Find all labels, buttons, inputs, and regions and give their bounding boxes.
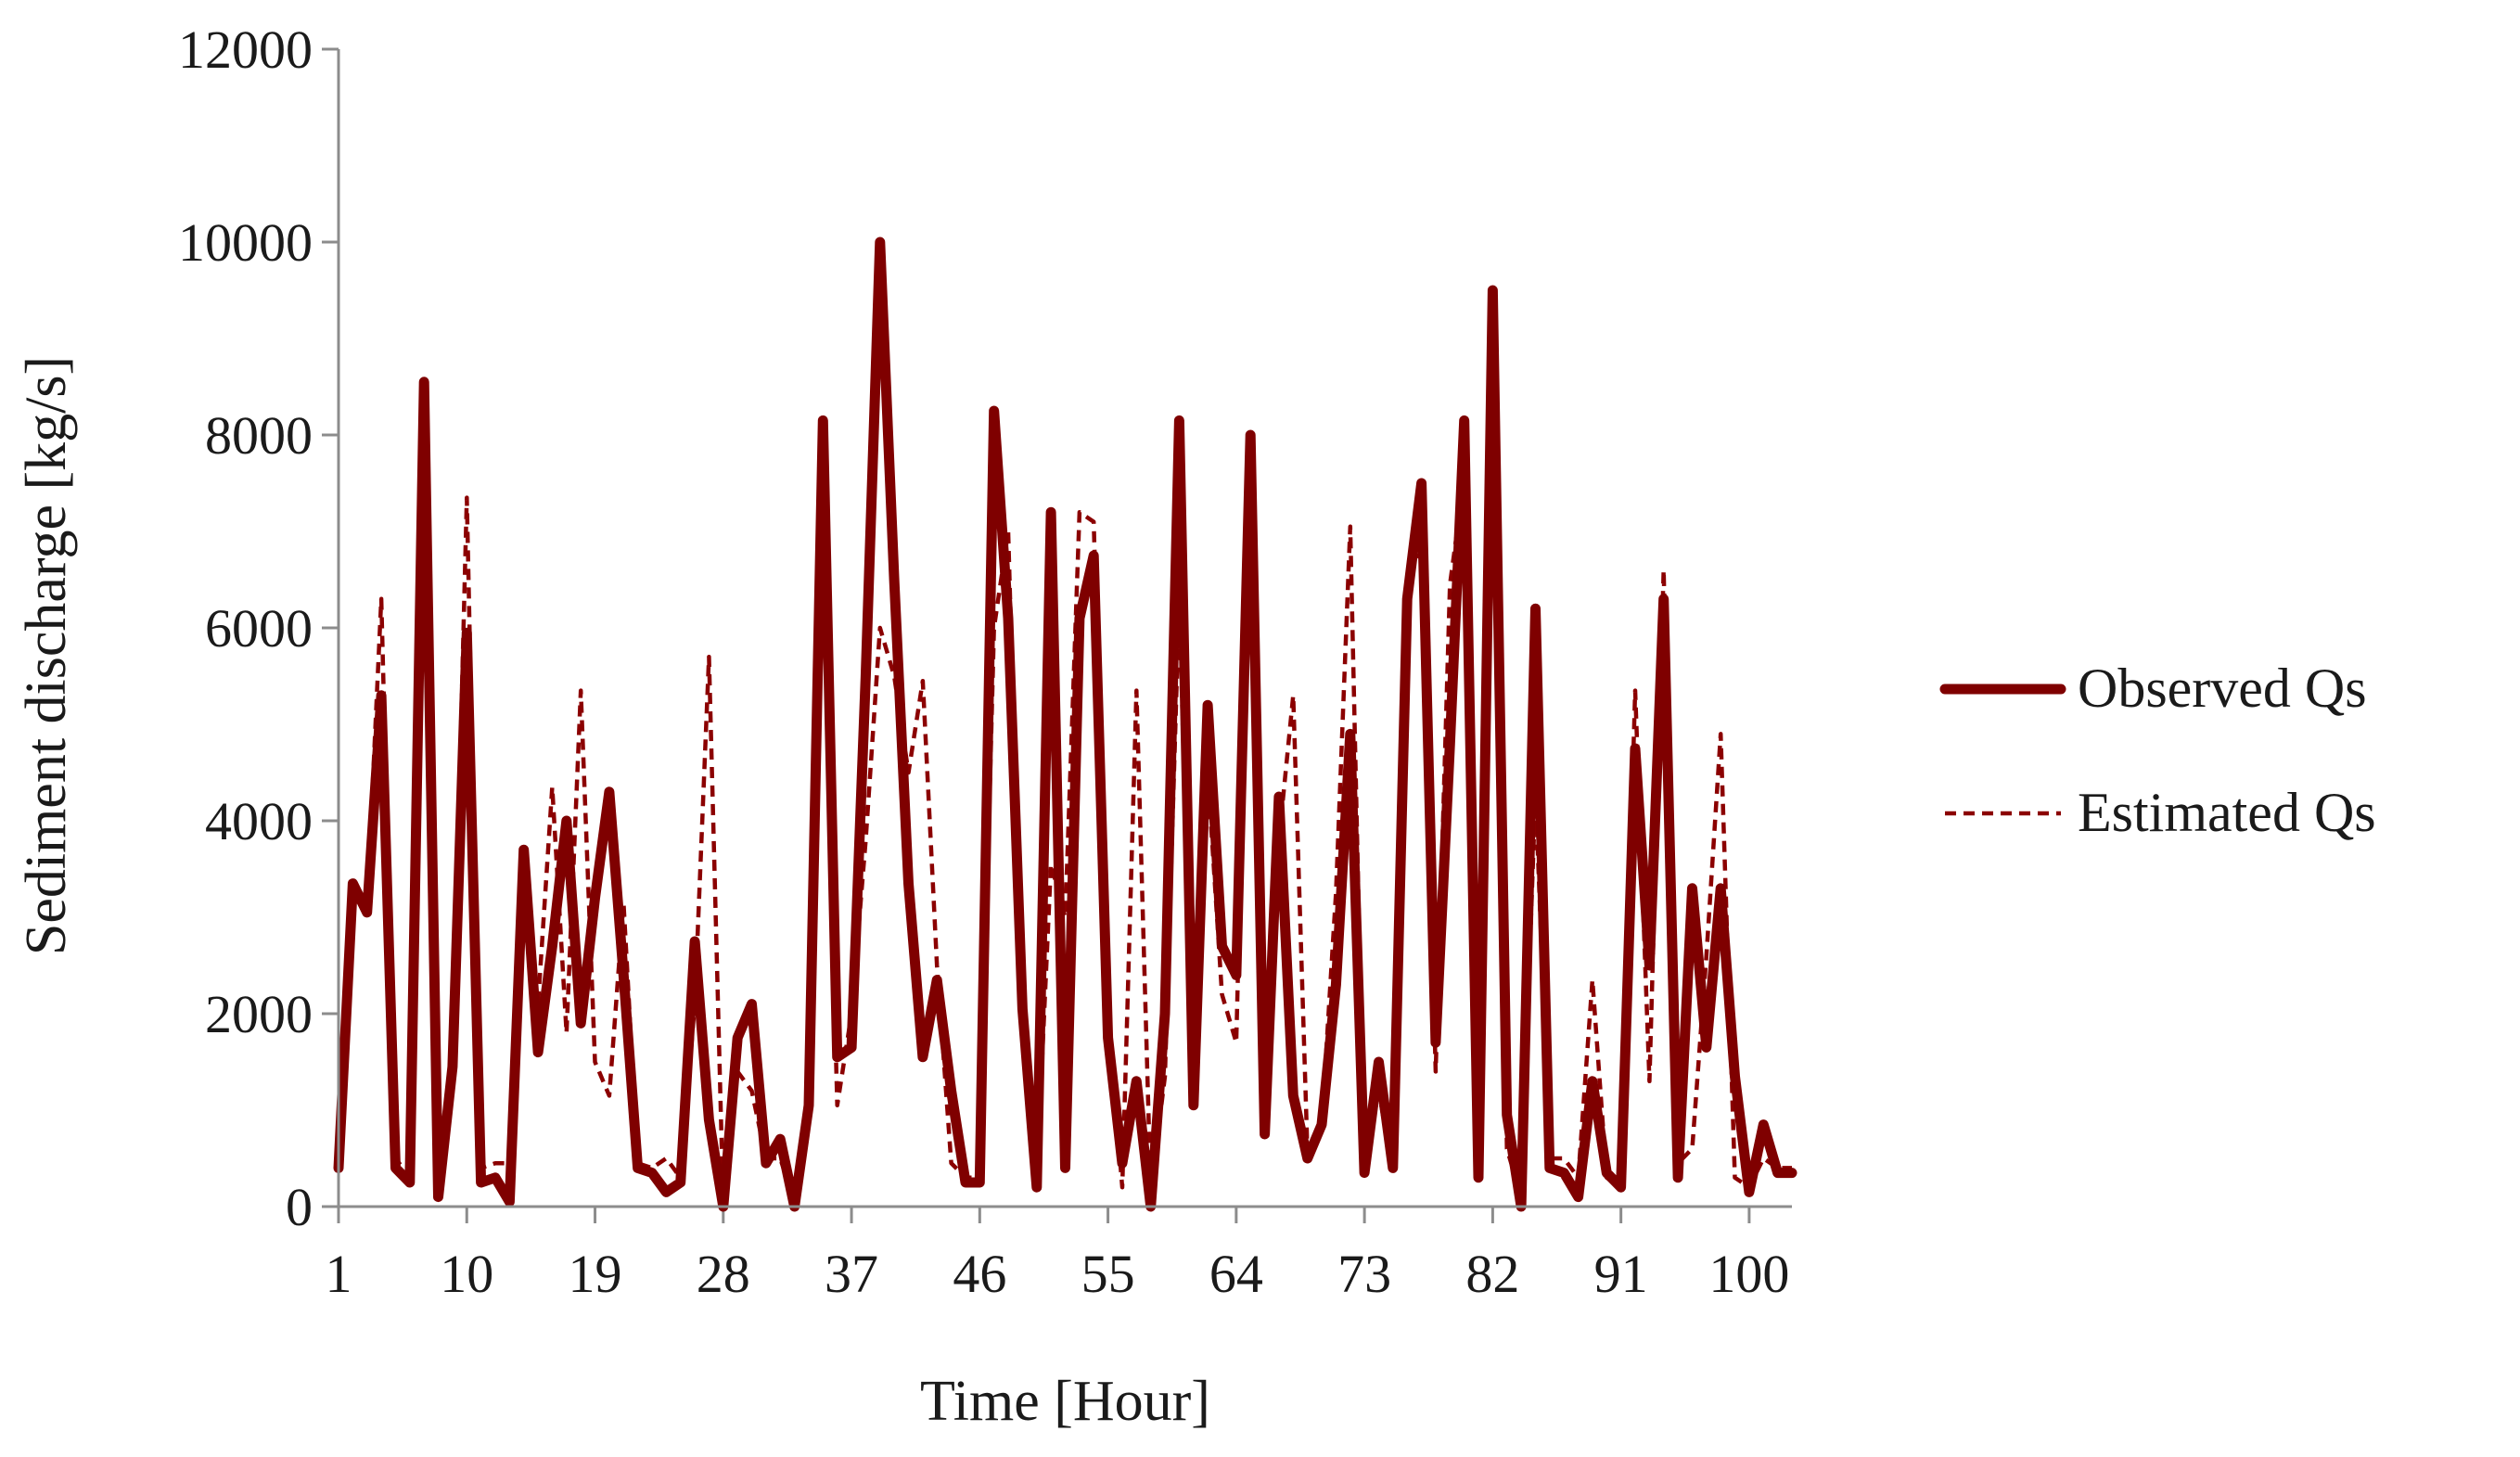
x-tick-label: 10	[440, 1244, 493, 1304]
legend-label-estimated: Estimated Qs	[2078, 782, 2376, 843]
x-tick-label: 1	[326, 1244, 352, 1304]
x-tick-label: 82	[1465, 1244, 1519, 1304]
y-tick-label: 8000	[205, 405, 313, 466]
x-tick-label: 64	[1209, 1244, 1263, 1304]
x-tick-label: 55	[1081, 1244, 1135, 1304]
legend: Observed Qs Estimated Qs	[1939, 658, 2376, 843]
x-axis-title: Time [Hour]	[920, 1370, 1210, 1433]
x-tick-label: 37	[825, 1244, 878, 1304]
series-layer	[333, 236, 1797, 1212]
series-line-estimated	[336, 351, 1792, 1209]
x-tick-label: 28	[697, 1244, 750, 1304]
y-tick-label: 4000	[205, 791, 313, 851]
y-tick-label: 6000	[205, 598, 313, 658]
y-tick-label: 12000	[178, 19, 313, 80]
x-tick-label: 100	[1708, 1244, 1789, 1304]
x-tick-label: 91	[1594, 1244, 1648, 1304]
x-axis-ticks: 1 10 19 28 37 46 55 64 73 82 91 100	[326, 1207, 1789, 1304]
x-tick-label: 73	[1337, 1244, 1391, 1304]
y-tick-label: 0	[286, 1177, 313, 1237]
legend-label-observed: Observed Qs	[2078, 658, 2367, 719]
x-tick-label: 19	[569, 1244, 622, 1304]
series-line-observed	[333, 236, 1797, 1212]
y-tick-label: 10000	[178, 212, 313, 273]
y-axis-ticks: 0 2000 4000 6000 8000 10000 12000	[178, 19, 339, 1237]
y-axis-title: Sediment discharge [kg/s]	[15, 356, 78, 955]
y-tick-label: 2000	[205, 984, 313, 1044]
x-tick-label: 46	[953, 1244, 1006, 1304]
